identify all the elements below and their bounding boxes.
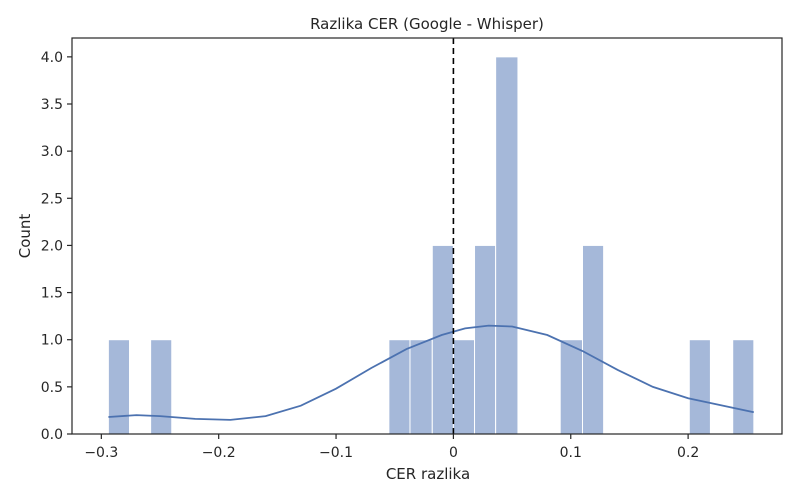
y-tick-label: 3.5 [41, 97, 63, 113]
histogram-bar [409, 339, 433, 435]
x-tick-label: −0.1 [319, 445, 353, 461]
y-axis-ticks: 0.0 0.5 1.0 1.5 2.0 2.5 3.0 3.5 4.0 [41, 50, 72, 443]
histogram-bar [581, 244, 605, 435]
histogram-bar [495, 56, 519, 435]
kde-curve [108, 324, 754, 421]
histogram-bar [107, 339, 131, 435]
histogram-bar [732, 339, 755, 435]
histogram-bar [431, 244, 454, 435]
x-axis-ticks: −0.3 −0.2 −0.1 0 0.1 0.2 [84, 434, 699, 461]
y-tick-label: 2.5 [41, 191, 63, 207]
x-tick-label: 0.1 [560, 445, 582, 461]
chart-title: Razlika CER (Google - Whisper) [310, 15, 544, 33]
histogram-bar [474, 244, 497, 435]
y-tick-label: 0.5 [41, 380, 63, 396]
histogram-bar [688, 339, 711, 435]
histogram-bar [559, 339, 583, 435]
y-tick-label: 0.0 [41, 427, 63, 443]
y-tick-label: 3.0 [41, 144, 63, 160]
x-tick-label: −0.3 [84, 445, 118, 461]
x-tick-label: 0 [449, 445, 458, 461]
x-axis-label: CER razlika [386, 465, 470, 483]
bars-group [107, 56, 755, 435]
histogram-bar [150, 339, 173, 435]
y-tick-label: 2.0 [41, 238, 63, 254]
y-tick-label: 4.0 [41, 50, 63, 66]
y-axis-label: Count [16, 214, 34, 259]
x-tick-label: −0.2 [202, 445, 236, 461]
x-tick-label: 0.2 [677, 445, 699, 461]
y-tick-label: 1.0 [41, 333, 63, 349]
histogram-bar [452, 339, 476, 435]
plot-frame [71, 37, 783, 435]
y-tick-label: 1.5 [41, 286, 63, 302]
